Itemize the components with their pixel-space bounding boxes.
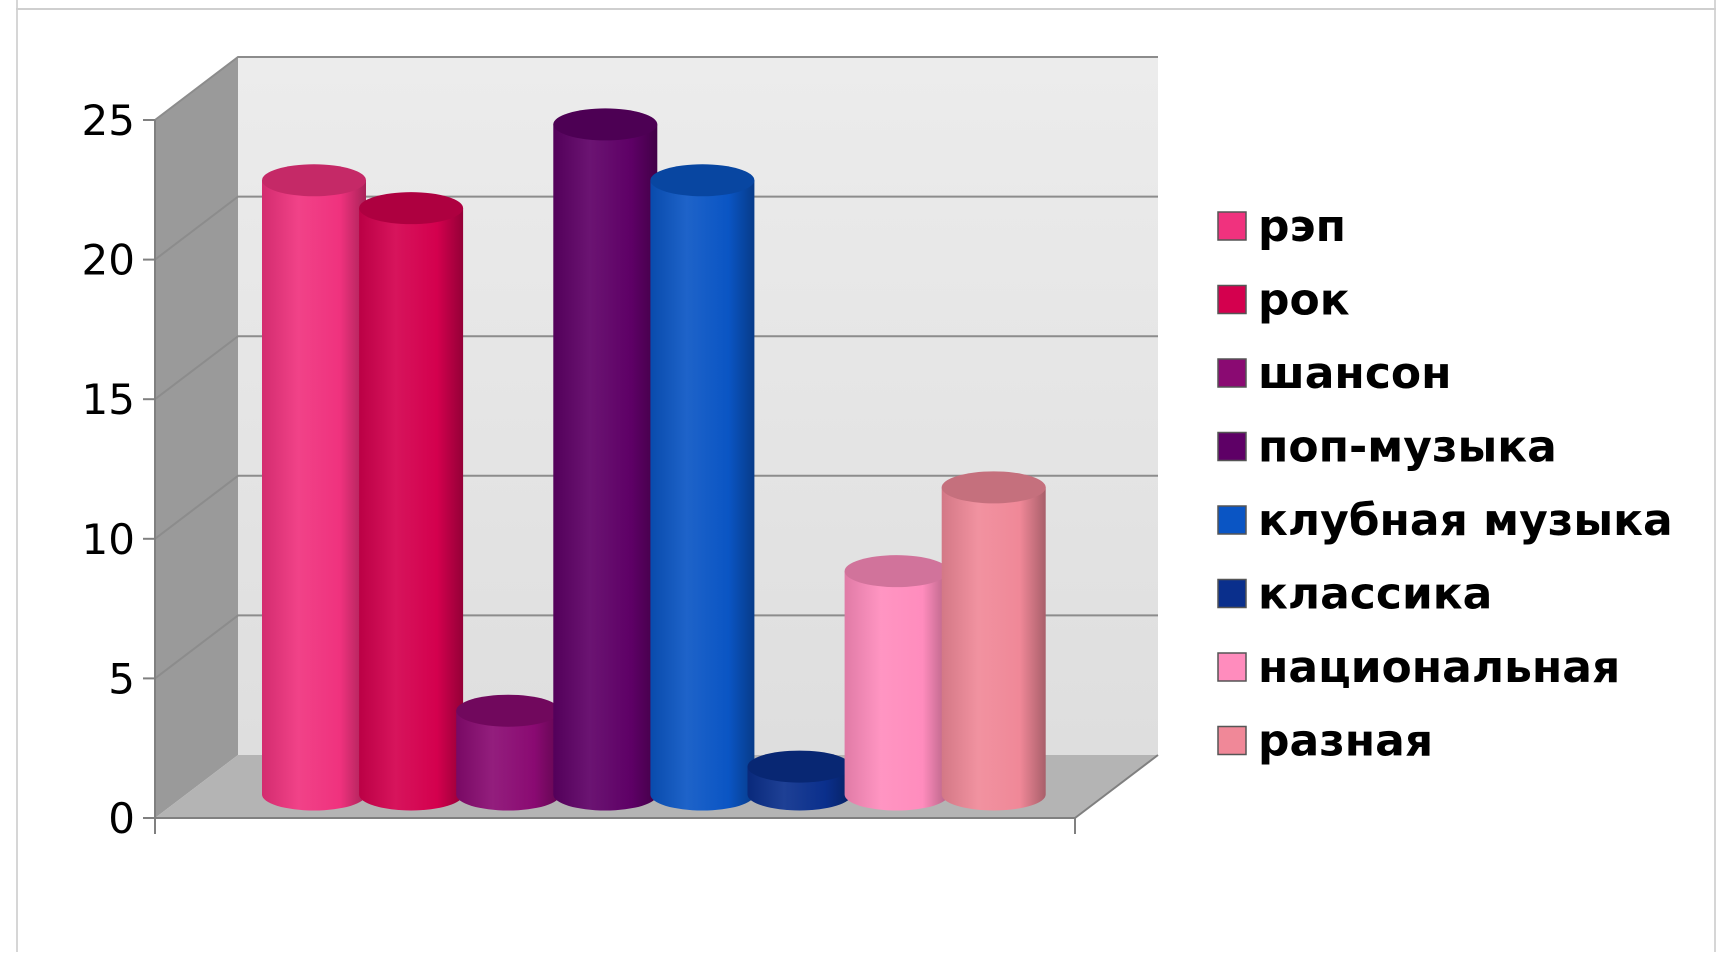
legend-label: разная xyxy=(1258,716,1433,767)
legend-swatch xyxy=(1217,431,1247,462)
legend-label: рэп xyxy=(1258,201,1346,252)
side-wall xyxy=(155,57,238,818)
legend-label: клубная музыка xyxy=(1258,495,1673,546)
gridline xyxy=(154,195,1158,261)
bar-top xyxy=(747,750,852,783)
bar-5 xyxy=(650,164,755,811)
legend-swatch xyxy=(1217,725,1247,756)
legend-item-6: классика xyxy=(1217,569,1492,620)
legend-item-8: разная xyxy=(1217,716,1433,767)
y-tick-label: 15 xyxy=(82,375,135,424)
y-tick-label: 10 xyxy=(82,515,135,564)
bar-top xyxy=(553,108,658,141)
bar-3 xyxy=(456,694,561,811)
bar-body xyxy=(359,208,464,811)
legend-item-1: рэп xyxy=(1217,201,1346,252)
bar-4 xyxy=(553,108,658,811)
legend-swatch xyxy=(1217,505,1247,535)
bar-2 xyxy=(359,192,464,811)
bar-body xyxy=(941,487,1046,811)
legend-item-5: клубная музыка xyxy=(1217,495,1673,546)
bar-top xyxy=(359,192,464,225)
legend-item-7: национальная xyxy=(1217,642,1620,693)
gridline xyxy=(154,474,1158,540)
y-tick-label: 20 xyxy=(82,236,135,285)
bars xyxy=(262,108,1046,811)
bar-body xyxy=(553,124,658,811)
bar-top xyxy=(456,694,561,727)
y-axis: 0 5 10 15 20 25 xyxy=(82,96,1159,843)
legend-swatch xyxy=(1217,578,1247,609)
legend-swatch xyxy=(1217,284,1247,315)
floor-edge xyxy=(1074,754,1159,819)
gridline xyxy=(154,56,1158,121)
legend-swatch xyxy=(1217,652,1247,682)
frame-top-border xyxy=(16,8,1716,10)
bar-body xyxy=(650,180,755,811)
bar-top xyxy=(941,471,1046,504)
bar-body xyxy=(844,571,949,811)
bar-6 xyxy=(747,750,852,811)
legend-label: поп-музыка xyxy=(1258,422,1557,473)
y-tick-label: 5 xyxy=(108,654,135,703)
bar-1 xyxy=(262,164,366,811)
bar-body xyxy=(456,710,561,811)
bar-body xyxy=(262,180,366,811)
bar-top xyxy=(262,164,366,197)
legend-label: шансон xyxy=(1258,348,1452,399)
bar-top xyxy=(844,555,949,588)
legend-item-3: шансон xyxy=(1217,348,1452,399)
y-tick-label: 0 xyxy=(108,794,135,843)
legend: рэп рок шансон поп-музыка клубная музыка клас… xyxy=(1217,201,1673,767)
legend-label: национальная xyxy=(1258,642,1620,693)
legend-swatch xyxy=(1217,358,1247,388)
legend-item-2: рок xyxy=(1217,275,1350,326)
legend-swatch xyxy=(1217,211,1247,241)
gridline xyxy=(154,335,1158,400)
legend-label: рок xyxy=(1258,275,1350,326)
bar-7 xyxy=(844,555,949,811)
bar-top xyxy=(650,164,755,197)
y-tick-label: 25 xyxy=(82,96,135,145)
bar-8 xyxy=(941,471,1046,811)
legend-item-4: поп-музыка xyxy=(1217,422,1557,473)
legend-label: классика xyxy=(1258,569,1492,620)
